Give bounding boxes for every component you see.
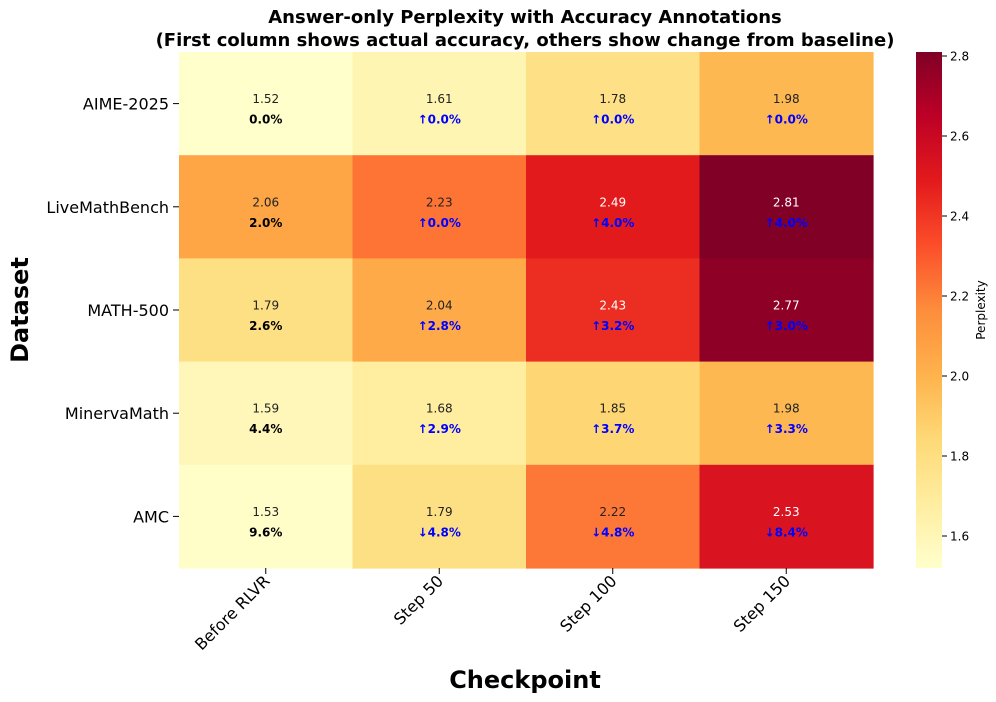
heatmap-cell [179,155,354,259]
cell-value-label: 2.23 [426,195,453,209]
heatmap-cell [179,361,354,466]
y-tick-label: AIME-2025 [83,95,169,114]
heatmap-cell [352,52,527,156]
cell-value-label: 2.06 [252,195,279,209]
cell-accuracy-label: ↑3.7% [591,422,634,436]
colorbar-tick-label: 2.8 [950,50,969,64]
y-tick-label: LiveMathBench [46,198,169,217]
colorbar-tick-label: 1.8 [950,450,969,464]
cell-value-label: 1.79 [426,505,453,519]
cell-accuracy-label: ↑0.0% [591,113,634,127]
colorbar-ticks: 1.6 1.8 2.0 2.2 2.4 2.6 2.8 [942,50,969,544]
cell-accuracy-label: 9.6% [249,525,282,539]
heatmap-cell [526,258,701,363]
cell-value-label: 2.53 [773,505,800,519]
x-tick-label: Step 100 [556,571,620,635]
cell-accuracy-label: ↑2.9% [418,422,461,436]
heatmap-cell [179,52,354,156]
cell-accuracy-label: ↑4.0% [591,216,634,230]
cell-accuracy-label: ↑3.2% [591,319,634,333]
cell-accuracy-label: ↑2.8% [418,319,461,333]
cell-accuracy-label: ↓8.4% [765,525,808,539]
x-axis-title: Checkpoint [449,666,601,694]
heatmap-cell [179,464,354,569]
cell-accuracy-label: ↑3.0% [765,319,808,333]
chart-title-line-2: (First column shows actual accuracy, oth… [156,30,895,51]
y-tick-label: AMC [133,507,169,526]
cell-value-label: 2.81 [773,195,800,209]
heatmap-cell [699,464,874,569]
colorbar-tick-label: 2.2 [950,290,969,304]
heatmap-cell [352,464,527,569]
cell-accuracy-label: ↑0.0% [765,113,808,127]
y-tick-label: MATH-500 [87,301,169,320]
cell-value-label: 1.59 [252,402,279,416]
colorbar-label: Perplexity [974,280,988,340]
cell-value-label: 2.04 [426,299,453,313]
cell-accuracy-label: 4.4% [249,422,282,436]
y-axis-ticks: AIME-2025 LiveMathBench MATH-500 MinervaMat… [46,95,179,526]
heatmap-cell [526,361,701,466]
cell-value-label: 1.98 [773,92,800,106]
x-tick-label: Step 150 [730,571,794,635]
cell-accuracy-label: ↑4.0% [765,216,808,230]
cell-accuracy-label: 2.6% [249,319,282,333]
cell-accuracy-label: 2.0% [249,216,282,230]
cell-value-label: 1.78 [599,92,626,106]
cell-accuracy-label: ↓4.8% [591,525,634,539]
colorbar-tick-label: 2.6 [950,130,969,144]
cell-value-label: 2.77 [773,299,800,313]
cell-value-label: 1.61 [426,92,453,106]
cell-value-label: 1.79 [252,299,279,313]
x-axis-ticks: Before RLVR Step 50 Step 100 Step 150 [191,568,794,654]
chart-title-line-1: Answer-only Perplexity with Accuracy Ann… [268,7,782,28]
cell-value-label: 2.43 [599,299,626,313]
heatmap-cell-labels: 1.52 0.0% 1.61 ↑0.0% 1.78 ↑0.0% 1.98 ↑0.0% 2.06 2… [249,92,808,539]
y-tick-label: MinervaMath [65,404,169,423]
heatmap-cells [179,52,874,569]
heatmap-cell [526,52,701,156]
cell-value-label: 1.68 [426,402,453,416]
cell-value-label: 2.49 [599,195,626,209]
heatmap-cell [179,258,354,363]
heatmap-cell [699,361,874,466]
x-tick-label: Before RLVR [191,571,274,654]
colorbar-tick-label: 2.4 [950,210,969,224]
colorbar [916,52,942,568]
cell-value-label: 1.52 [252,92,279,106]
y-axis-title: Dataset [6,257,34,363]
heatmap-cell [699,258,874,363]
heatmap-cell [352,155,527,259]
cell-value-label: 1.98 [773,402,800,416]
cell-accuracy-label: ↑3.3% [765,422,808,436]
colorbar-tick-label: 2.0 [950,370,969,384]
cell-accuracy-label: ↓4.8% [418,525,461,539]
cell-value-label: 1.85 [599,402,626,416]
colorbar-tick-label: 1.6 [950,530,969,544]
heatmap-cell [352,258,527,363]
cell-accuracy-label: 0.0% [249,113,282,127]
heatmap-cell [699,52,874,156]
cell-accuracy-label: ↑0.0% [418,113,461,127]
heatmap-cell [526,155,701,259]
heatmap-cell [352,361,527,466]
cell-value-label: 2.22 [599,505,626,519]
x-tick-label: Step 50 [390,571,447,628]
heatmap-cell [526,464,701,569]
cell-accuracy-label: ↑0.0% [418,216,461,230]
cell-value-label: 1.53 [252,505,279,519]
heatmap-cell [699,155,874,259]
